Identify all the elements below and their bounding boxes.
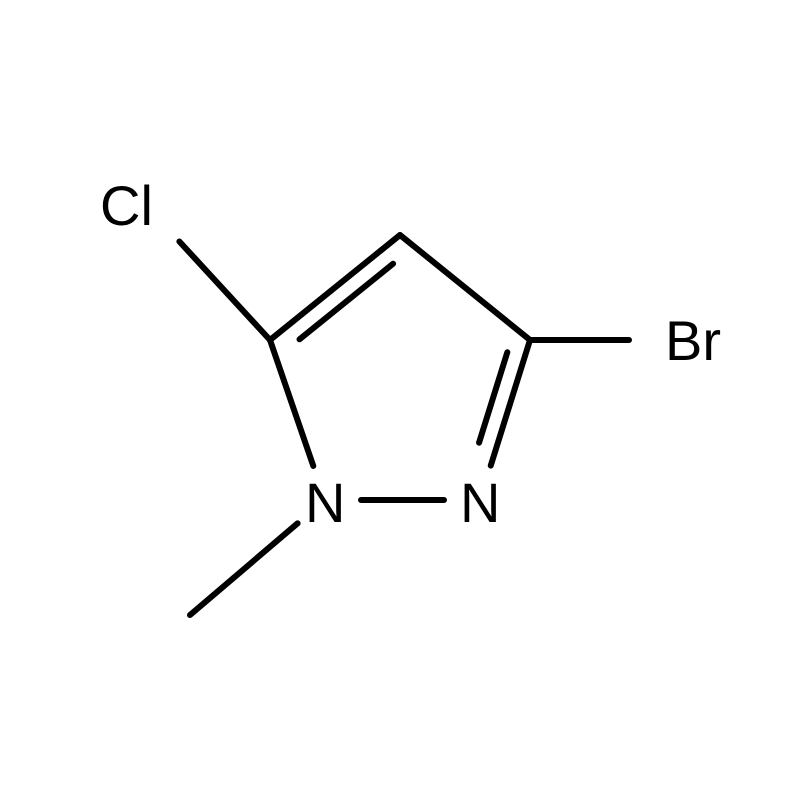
atom-label-n2: N (460, 471, 500, 534)
molecule-diagram: N N Cl Br (0, 0, 800, 800)
atom-label-n1: N (305, 471, 345, 534)
atom-label-br: Br (665, 309, 721, 372)
bond (270, 235, 400, 340)
bond (491, 340, 530, 466)
atom-label-cl: Cl (100, 174, 153, 237)
bond (190, 523, 298, 615)
bond (270, 340, 313, 466)
bond (400, 235, 530, 340)
bond (179, 241, 270, 340)
